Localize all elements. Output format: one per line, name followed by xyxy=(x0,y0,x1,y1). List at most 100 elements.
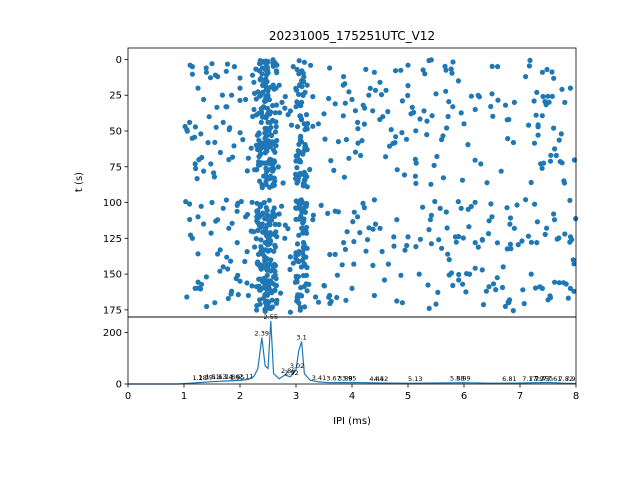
scatter-point-dense xyxy=(268,268,274,274)
scatter-point-dense xyxy=(265,59,271,65)
scatter-point-sparse xyxy=(437,205,443,211)
scatter-point xyxy=(304,82,310,88)
peak-label: 7.17 xyxy=(522,375,536,383)
scatter-point-dense xyxy=(267,144,273,150)
scatter-point-sparse xyxy=(359,138,365,144)
scatter-point xyxy=(201,96,207,103)
scatter-point-sparse xyxy=(195,251,201,257)
scatter-point xyxy=(258,119,264,125)
scatter-point-dense xyxy=(257,58,263,64)
scatter-point-sparse xyxy=(340,82,346,88)
peak-label: 2.11 xyxy=(239,372,253,380)
scatter-point-sparse xyxy=(479,237,485,243)
scatter-point-sparse xyxy=(559,86,565,92)
scatter-point-sparse xyxy=(269,289,275,295)
scatter-point-sparse xyxy=(279,203,285,209)
scatter-point-sparse xyxy=(335,209,341,215)
scatter-point-sparse xyxy=(293,158,299,164)
scatter-point-sparse xyxy=(405,92,411,99)
scatter-point-dense xyxy=(272,221,278,227)
scatter-point-sparse xyxy=(531,140,538,146)
scatter-point-dense xyxy=(293,216,299,222)
scatter-point xyxy=(343,137,349,143)
scatter-point-sparse xyxy=(450,59,456,65)
scatter-point-sparse xyxy=(334,294,340,301)
scatter-point-sparse xyxy=(445,113,451,120)
scatter-point-sparse xyxy=(514,202,520,208)
scatter-point-sparse xyxy=(255,251,262,257)
scatter-point-dense xyxy=(267,247,273,253)
scatter-point xyxy=(226,157,232,163)
scatter-point-sparse xyxy=(192,124,198,130)
scatter-point-sparse xyxy=(182,123,188,130)
scatter-point-sparse xyxy=(255,259,261,265)
scatter-point-dense xyxy=(294,66,300,73)
scatter-point-sparse xyxy=(379,248,385,255)
peak-label: 1.95 xyxy=(230,373,244,381)
scatter-point-sparse xyxy=(288,122,295,128)
scatter-point-dense xyxy=(272,244,278,250)
scatter-point xyxy=(349,96,355,103)
scatter-point xyxy=(500,264,506,270)
scatter-point-sparse xyxy=(532,201,538,207)
scatter-point-dense xyxy=(258,237,264,243)
scatter-point-dense xyxy=(303,254,309,260)
peak-label: 3.41 xyxy=(312,374,326,382)
scatter-point-sparse xyxy=(475,244,481,250)
scatter-point-sparse xyxy=(519,238,525,244)
scatter-point-dense xyxy=(270,103,276,109)
scatter-point-sparse xyxy=(217,247,223,253)
scatter-point-dense xyxy=(274,70,280,76)
scatter-point-dense xyxy=(297,159,304,165)
scatter-point-sparse xyxy=(413,180,419,186)
histogram-x-tick-label: 0 xyxy=(125,391,131,402)
scatter-point-sparse xyxy=(225,266,231,272)
scatter-y-tick-label: 0 xyxy=(116,55,122,66)
scatter-point-sparse xyxy=(539,165,545,171)
scatter-point-sparse xyxy=(214,104,220,110)
scatter-point xyxy=(237,278,243,284)
scatter-point-sparse xyxy=(244,211,251,218)
histogram-frame xyxy=(127,316,577,385)
scatter-point-sparse xyxy=(304,288,310,294)
scatter-point xyxy=(523,74,529,80)
scatter-point xyxy=(282,235,288,241)
scatter-point xyxy=(363,248,369,254)
scatter-point-sparse xyxy=(341,174,347,180)
peak-label: 1.39 xyxy=(199,373,213,381)
scatter-point-dense xyxy=(296,232,302,238)
scatter-point-sparse xyxy=(224,254,230,260)
peak-label: 1.63 xyxy=(212,373,226,381)
scatter-point xyxy=(523,197,529,203)
peak-label: 7.29 xyxy=(529,375,543,383)
scatter-point-dense xyxy=(303,272,310,278)
scatter-point-sparse xyxy=(499,284,506,291)
scatter-point-sparse xyxy=(230,154,236,160)
scatter-point xyxy=(276,211,282,217)
scatter-point xyxy=(570,257,576,263)
scatter-point xyxy=(478,161,484,167)
scatter-point-sparse xyxy=(428,181,434,187)
scatter-point-dense xyxy=(293,205,299,211)
scatter-point-sparse xyxy=(306,281,312,287)
scatter-point-dense xyxy=(299,225,305,231)
scatter-point-dense xyxy=(274,297,280,303)
scatter-point-sparse xyxy=(528,239,535,245)
scatter-point-sparse xyxy=(350,219,356,225)
scatter-point-sparse xyxy=(394,167,400,173)
scatter-point-sparse xyxy=(344,229,350,235)
scatter-point-sparse xyxy=(235,200,241,206)
scatter-point-dense xyxy=(292,279,298,285)
scatter-point-dense xyxy=(268,305,274,311)
scatter-point-sparse xyxy=(456,271,462,278)
scatter-point-sparse xyxy=(446,257,452,263)
peak-label: 7.39 xyxy=(535,375,549,383)
scatter-point-sparse xyxy=(189,135,195,141)
scatter-point-sparse xyxy=(287,266,293,273)
scatter-point-sparse xyxy=(432,198,438,205)
scatter-point xyxy=(220,205,226,211)
scatter-point-sparse xyxy=(271,166,277,172)
scatter-point-sparse xyxy=(401,172,408,178)
scatter-point xyxy=(301,59,307,65)
